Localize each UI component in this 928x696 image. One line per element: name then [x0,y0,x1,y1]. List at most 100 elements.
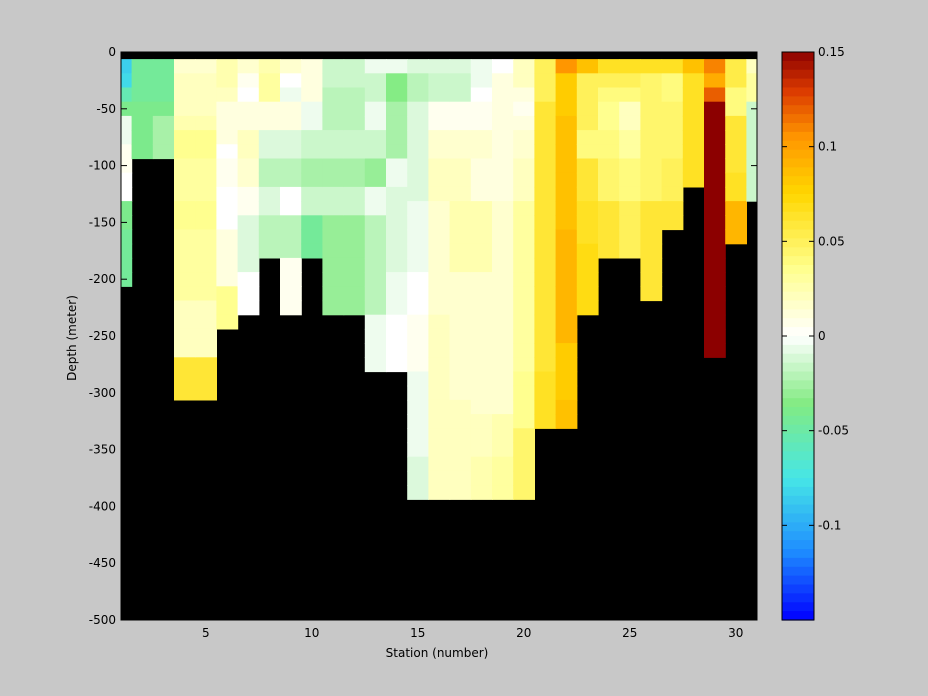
heatmap-cell [619,186,641,202]
heatmap-cell [237,115,260,131]
heatmap-cell [428,59,451,74]
heatmap-cell [513,399,535,415]
heatmap-cell [513,414,535,429]
heatmap-cell [364,300,387,316]
heatmap-cell [428,470,451,486]
heatmap-cell [492,371,514,387]
heatmap-cell [576,286,599,302]
heatmap-cell [237,300,260,316]
heatmap-cell [322,144,345,160]
heatmap-cell [280,286,302,302]
heatmap-cell [428,115,451,131]
heatmap-cell [216,201,239,216]
heatmap-cell [216,144,239,160]
heatmap-cell [174,272,196,287]
heatmap-cell [407,414,429,429]
colorbar-tick-label: 0.1 [818,140,837,154]
colorbar-segment [782,478,814,488]
heatmap-cell [407,328,429,344]
heatmap-cell [534,399,557,415]
heatmap-cell [364,101,387,117]
colorbar-segment [782,460,814,470]
heatmap-cell [598,172,620,188]
heatmap-cell [470,470,493,486]
heatmap-cell [534,371,557,387]
heatmap-cell [555,87,578,103]
colorbar-segment [782,451,814,461]
heatmap-cell [258,243,281,259]
heatmap-cell [513,73,535,89]
colorbar-segment [782,415,814,426]
heatmap-cell [619,87,641,103]
heatmap-cell [492,470,514,486]
heatmap-cell [513,115,535,131]
heatmap-cell [343,229,366,245]
heatmap-cell [534,201,557,216]
heatmap-cell [428,414,451,429]
heatmap-cell [152,101,175,117]
heatmap-cell [343,73,366,89]
heatmap-cell [386,172,408,188]
heatmap-cell [343,201,366,216]
heatmap-cell [195,87,217,103]
colorbar-segment [782,309,814,319]
heatmap-cell [131,130,154,145]
heatmap-cell [470,371,493,387]
heatmap-cell [407,215,429,231]
heatmap-cell [343,300,366,316]
heatmap-cell [237,229,260,245]
heatmap-cell [195,59,217,74]
heatmap-cell [704,101,726,117]
heatmap-cell [301,229,323,245]
heatmap-cell [343,101,366,117]
heatmap-cell [121,144,133,160]
heatmap-cell [704,201,726,216]
heatmap-cell [534,286,557,302]
heatmap-cell [640,144,663,160]
heatmap-cell [470,243,493,259]
heatmap-cell [704,130,726,145]
heatmap-cell [534,59,557,74]
x-tick-label: 15 [410,626,425,640]
heatmap-cell [174,215,196,231]
heatmap-cell [280,272,302,287]
heatmap-cell [725,144,747,160]
heatmap-cell [492,201,514,216]
heatmap-cell [513,229,535,245]
heatmap-cell [428,357,451,373]
heatmap-cell [195,186,217,202]
x-tick-label: 10 [304,626,319,640]
heatmap-cell [661,201,684,216]
heatmap-cell [534,257,557,273]
colorbar-segment [782,167,814,177]
heatmap-cell [555,243,578,259]
heatmap-cell [428,101,451,117]
heatmap-cell [492,186,514,202]
colorbar-segment [782,442,814,452]
heatmap-cell [470,286,493,302]
heatmap-cell [152,144,175,160]
heatmap-cell [280,144,302,160]
colorbar-segment [782,229,814,239]
heatmap-cell [513,343,535,358]
heatmap-cell [725,158,747,174]
heatmap-cell [534,172,557,188]
heatmap-cell [449,87,472,103]
heatmap-cell [216,158,239,174]
heatmap-cell [216,186,239,202]
y-tick-label: -100 [89,159,116,173]
heatmap-cell [386,101,408,117]
heatmap-cell [174,357,196,373]
heatmap-cell [407,343,429,358]
heatmap-cell [237,144,260,160]
heatmap-cell [619,59,641,74]
heatmap-cell [174,172,196,188]
heatmap-cell [555,130,578,145]
heatmap-cell [470,201,493,216]
heatmap-cell [682,158,705,174]
heatmap-cell [513,158,535,174]
heatmap-cell [449,314,472,330]
heatmap-cell [407,257,429,273]
heatmap-cell [682,73,705,89]
heatmap-cell [449,144,472,160]
